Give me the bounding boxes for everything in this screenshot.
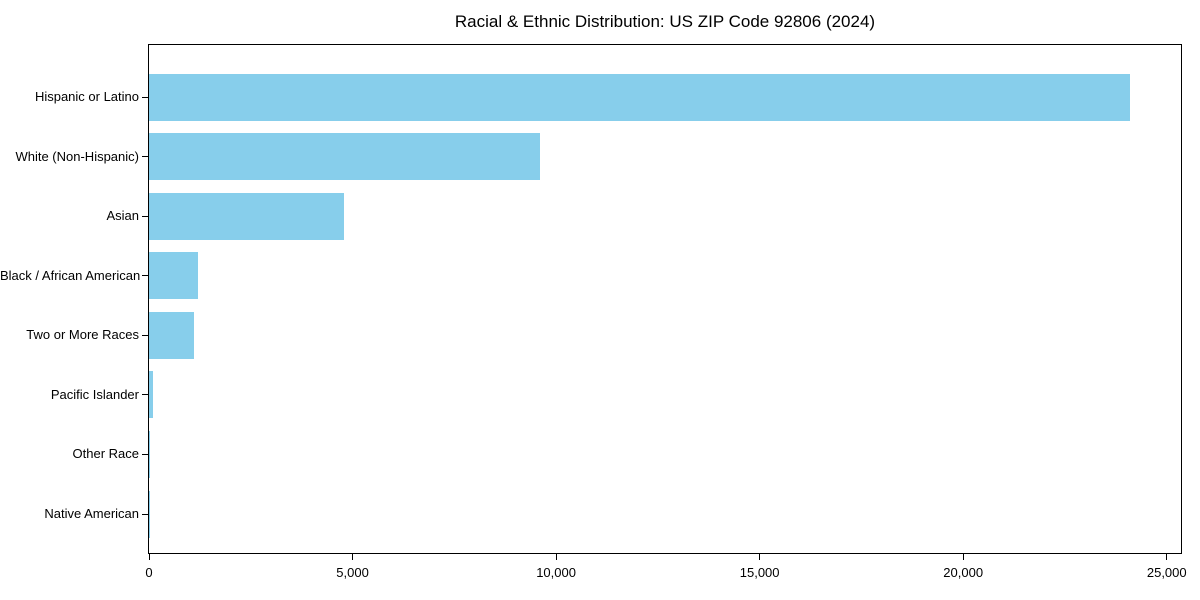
y-tick-mark xyxy=(142,513,148,515)
bar xyxy=(149,192,345,240)
y-tick-mark xyxy=(142,96,148,98)
x-tick-label: 20,000 xyxy=(943,565,984,580)
bar xyxy=(149,430,151,478)
x-tick-mark xyxy=(352,554,354,560)
bar xyxy=(149,371,154,419)
chart-title: Racial & Ethnic Distribution: US ZIP Cod… xyxy=(454,12,876,31)
x-tick-mark xyxy=(555,554,557,560)
y-tick-mark xyxy=(142,215,148,217)
y-tick-label: Other Race xyxy=(72,446,139,462)
x-tick-mark xyxy=(1166,554,1168,560)
y-tick-mark xyxy=(142,275,148,277)
bar xyxy=(149,133,540,181)
y-tick-label: Asian xyxy=(106,208,139,224)
x-tick-mark xyxy=(962,554,964,560)
x-tick-label: 10,000 xyxy=(536,565,576,580)
y-tick-label: White (Non-Hispanic) xyxy=(15,148,139,164)
x-tick-label: 0 xyxy=(145,565,153,580)
x-tick-mark xyxy=(148,554,150,560)
x-tick-label: 5,000 xyxy=(336,565,369,580)
x-tick-label: 25,000 xyxy=(1146,565,1187,580)
y-tick-label: Hispanic or Latino xyxy=(34,89,139,104)
y-tick-label: Black / African American xyxy=(0,267,141,283)
y-tick-mark xyxy=(142,394,148,396)
y-tick-mark xyxy=(142,156,148,158)
bar xyxy=(149,311,194,359)
plot-area xyxy=(148,44,1182,554)
x-tick-label: 15,000 xyxy=(739,565,780,580)
y-tick-label: Pacific Islander xyxy=(50,386,139,402)
y-tick-label: Native American xyxy=(44,506,139,521)
y-tick-label: Two or More Races xyxy=(26,327,139,343)
bar xyxy=(149,252,198,300)
bar xyxy=(149,73,1131,121)
y-tick-mark xyxy=(142,453,148,455)
x-tick-mark xyxy=(759,554,761,560)
y-tick-mark xyxy=(142,334,148,336)
